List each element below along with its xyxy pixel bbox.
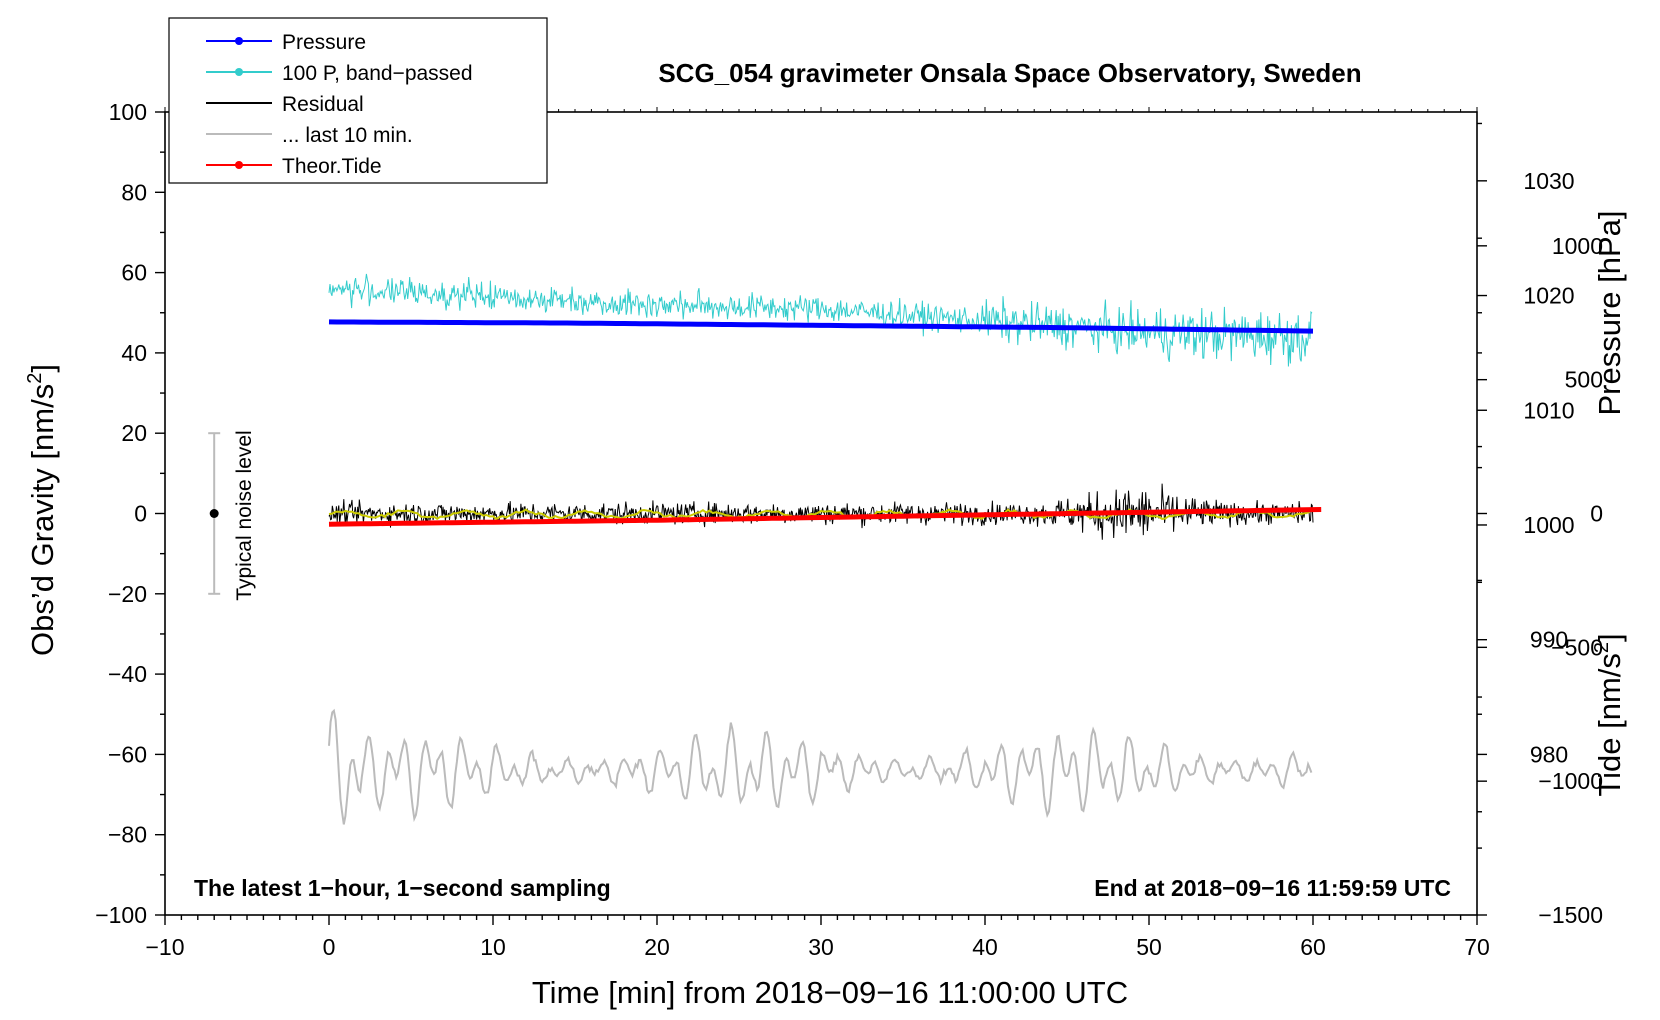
y-pressure-tick-label: 1000 [1523,512,1574,538]
series-layer [328,273,1322,825]
x-tick-label: 50 [1136,934,1162,960]
y-left-tick-label: 20 [121,420,147,446]
x-tick-label: 30 [808,934,834,960]
y-tide-tick-label: 0 [1590,501,1603,527]
series-theoretical-tide-line [328,507,1322,527]
legend-label-3: ... last 10 min. [282,124,413,147]
legend: Pressure 100 P, band−passed Residual ... la… [168,17,548,184]
legend-marker-1 [235,68,243,76]
legend-marker-4 [235,161,243,169]
x-tick-label: 10 [480,934,506,960]
chart-title: SCG_054 gravimeter Onsala Space Observat… [658,58,1361,88]
y-left-tick-label: −100 [95,902,147,928]
x-tick-label: −10 [145,934,184,960]
y-tide-tick-label: 1000 [1552,233,1603,259]
y-tide-tick-label: −500 [1551,634,1603,660]
y-pressure-tick-label: 980 [1530,741,1568,767]
y-pressure-tick-label: 1030 [1523,168,1574,194]
legend-label-1: 100 P, band−passed [282,62,473,85]
series-pressure-line [328,319,1314,334]
legend-label-0: Pressure [282,31,366,54]
legend-marker-0 [235,37,243,45]
y-axis-title-pressure: Pressure [hPa] [1592,210,1627,415]
x-tick-label: 40 [972,934,998,960]
y-pressure-tick-label: 1020 [1523,283,1574,309]
annotation-sampling: The latest 1−hour, 1−second sampling [194,875,611,901]
x-axis-title: Time [min] from 2018−09−16 11:00:00 UTC [532,975,1128,1010]
y-left-tick-label: 60 [121,260,147,286]
axis-ticks: −10 0 10 20 30 40 50 60 70100806040200−20−40−60−… [95,99,1603,960]
y-axis-title-gravity: Obs’d Gravity [nm/s2] [24,364,60,656]
x-tick-label: 70 [1464,934,1490,960]
y-pressure-tick-label: 1010 [1523,397,1574,423]
y-tide-tick-label: −1500 [1538,902,1603,928]
y-tide-tick-label: 500 [1565,367,1603,393]
legend-box [168,17,548,184]
y-left-tick-label: 40 [121,340,147,366]
x-tick-label: 60 [1300,934,1326,960]
y-left-tick-label: 80 [121,179,147,205]
y-left-tick-label: −20 [108,581,147,607]
legend-label-4: Theor.Tide [282,155,382,178]
x-tick-label: 20 [644,934,670,960]
series-last-10-min-line [328,708,1313,825]
y-tide-tick-label: −1000 [1538,768,1603,794]
y-left-tick-label: 0 [134,501,147,527]
noise-level-indicator: Typical noise level [208,430,256,601]
y-axis-title-tide: Tide [nm/s2] [1591,633,1627,796]
series-residual-line [328,483,1314,540]
legend-label-2: Residual [282,93,364,116]
annotation-end-time: End at 2018−09−16 11:59:59 UTC [1094,875,1451,901]
y-left-tick-label: −80 [108,822,147,848]
y-left-tick-label: −60 [108,741,147,767]
y-left-tick-label: 100 [109,99,147,125]
y-left-tick-label: −40 [108,661,147,687]
noise-label: Typical noise level [233,430,256,600]
noise-center-dot [209,509,219,518]
y-pressure-tick-label: 990 [1530,627,1568,653]
x-tick-label: 0 [323,934,336,960]
series-residual-smoothed-line [328,508,1310,521]
